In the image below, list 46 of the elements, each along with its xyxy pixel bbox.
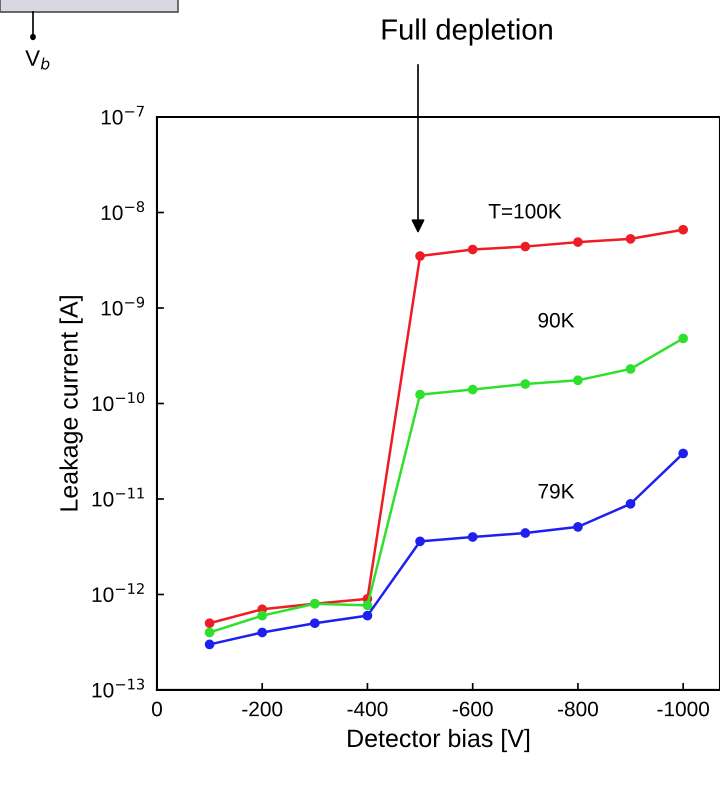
point bbox=[362, 600, 372, 610]
y-tick-label: 10$^{−11}$ bbox=[92, 488, 144, 507]
x-tick-label: -200 bbox=[242, 702, 282, 716]
y-tick-label: 10$^{−7}$ bbox=[102, 106, 144, 125]
annotation: 90K bbox=[538, 312, 574, 328]
x-axis-title: Detector bias [V] bbox=[348, 728, 530, 752]
point bbox=[678, 334, 688, 344]
point bbox=[678, 448, 688, 458]
point bbox=[573, 522, 583, 532]
y-tick-label: 10$^{−9}$ bbox=[102, 296, 144, 316]
y-tick-label: 10$^{−13}$ bbox=[92, 678, 144, 698]
point bbox=[626, 364, 636, 374]
point bbox=[468, 532, 478, 542]
point bbox=[626, 498, 636, 509]
y-tick-label: 10$^{−10}$ bbox=[92, 392, 144, 412]
y-axis-title: Leakage current [A] bbox=[59, 296, 83, 511]
point bbox=[520, 379, 530, 389]
point bbox=[415, 390, 425, 400]
point bbox=[310, 618, 320, 628]
point bbox=[415, 536, 425, 546]
point bbox=[626, 234, 636, 244]
point bbox=[257, 628, 268, 638]
text: Full depletion bbox=[382, 18, 552, 46]
annotation: 79K bbox=[538, 484, 574, 499]
point bbox=[415, 251, 425, 261]
point bbox=[468, 384, 478, 394]
point bbox=[678, 224, 688, 235]
point bbox=[204, 618, 214, 628]
x-tick-label: 0 bbox=[152, 702, 162, 716]
point bbox=[362, 610, 372, 621]
point bbox=[204, 640, 214, 650]
point bbox=[573, 375, 583, 386]
point bbox=[204, 628, 214, 638]
x-tick-label: -600 bbox=[452, 702, 493, 716]
y-tick-label: 10$^{−12}$ bbox=[92, 583, 144, 602]
point bbox=[573, 237, 583, 247]
annotation: T=100K bbox=[488, 204, 562, 219]
point bbox=[520, 242, 530, 252]
y-tick-label: 10$^{−8}$ bbox=[102, 201, 144, 220]
x-tick-label: -1000 bbox=[657, 702, 709, 716]
point bbox=[257, 610, 268, 621]
x-tick-label: -800 bbox=[558, 702, 598, 716]
x-tick-label: -400 bbox=[348, 702, 388, 716]
point bbox=[520, 528, 530, 538]
point bbox=[468, 244, 478, 254]
text: V$_{b}$ bbox=[25, 50, 50, 70]
